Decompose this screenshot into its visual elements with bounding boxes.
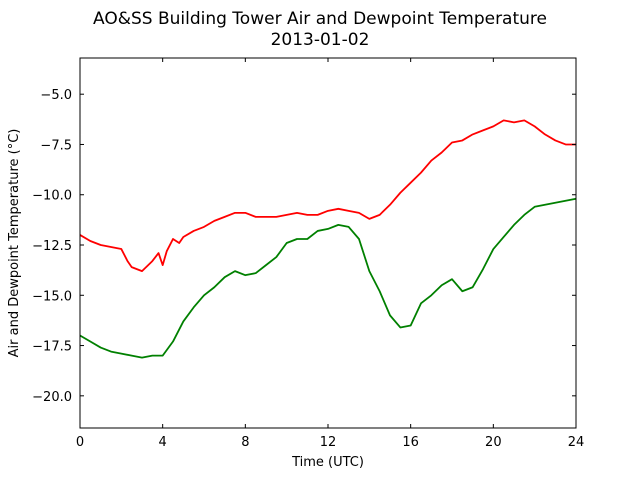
- x-tick-label: 20: [485, 435, 502, 450]
- y-axis-label: Air and Dewpoint Temperature (°C): [7, 129, 22, 358]
- x-tick-label: 4: [159, 435, 167, 450]
- x-tick-label: 8: [241, 435, 249, 450]
- y-tick-label: −15.0: [32, 289, 72, 304]
- y-tick-label: −7.5: [40, 138, 72, 153]
- y-tick-label: −10.0: [32, 189, 72, 204]
- y-tick-label: −20.0: [32, 390, 72, 405]
- y-tick-label: −12.5: [32, 239, 72, 254]
- tick-layer: 0 4 8 12 16 20 24 −20.0 −17.5 −15.0 −12.5 −10.0 −7.5…: [32, 58, 584, 450]
- series-line-1: [79, 119, 576, 273]
- chart-subtitle: 2013-01-02: [271, 30, 370, 50]
- x-axis-label: Time (UTC): [291, 455, 364, 470]
- chart-title: AO&SS Building Tower Air and Dewpoint Te…: [93, 9, 547, 29]
- x-tick-label: 24: [568, 435, 585, 450]
- x-tick-label: 0: [76, 435, 84, 450]
- y-tick-label: −17.5: [32, 340, 72, 355]
- series-layer: [79, 119, 577, 359]
- x-tick-label: 12: [320, 435, 337, 450]
- x-tick-label: 16: [402, 435, 419, 450]
- series-line-2: [79, 197, 577, 359]
- y-tick-label: −5.0: [40, 88, 72, 103]
- plot-area-frame: [79, 57, 577, 429]
